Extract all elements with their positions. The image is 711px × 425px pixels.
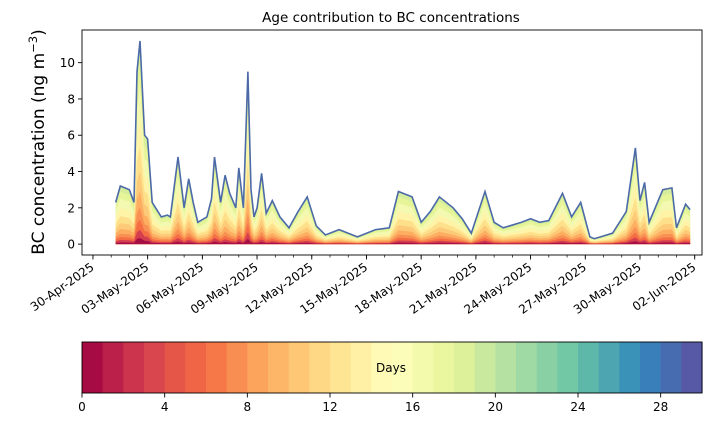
colorbar-cell xyxy=(144,342,166,393)
age-layer-6 xyxy=(115,146,691,245)
colorbar-cell xyxy=(412,342,434,393)
colorbar-cell xyxy=(164,342,186,393)
colorbar-cell xyxy=(330,342,352,393)
colorbar-cell xyxy=(495,342,517,393)
colorbar-label: Days xyxy=(376,361,406,375)
colorbar-cell xyxy=(123,342,145,393)
total-series-line xyxy=(114,40,691,240)
age-layer-7 xyxy=(115,118,691,245)
plot-area xyxy=(81,29,703,256)
y-axis-label-close: ) xyxy=(29,29,49,36)
colorbar-cell xyxy=(660,342,682,393)
colorbar-cell xyxy=(82,342,104,393)
colorbar-cell xyxy=(536,342,558,393)
colorbar-cell xyxy=(185,342,207,393)
colorbar-cell xyxy=(350,342,372,393)
y-axis: 0 2 4 6 8 10 xyxy=(60,56,82,252)
colorbar-cell xyxy=(371,342,393,393)
age-layer-1 xyxy=(115,229,691,245)
colorbar-tick-label: 12 xyxy=(322,400,337,414)
colorbar-cell xyxy=(102,342,124,393)
colorbar-cell xyxy=(516,342,538,393)
colorbar: Days 0 4 8 12 16 20 24 28 xyxy=(78,341,703,414)
colorbar-frame xyxy=(81,341,703,394)
colorbar-cell xyxy=(392,342,414,393)
y-axis-label: BC concentration (ng m−3) xyxy=(26,29,49,255)
colorbar-cell xyxy=(288,342,310,393)
colorbar-cell xyxy=(268,342,290,393)
y-tick-label: 0 xyxy=(67,238,75,252)
colorbar-cell xyxy=(557,342,579,393)
colorbar-cell xyxy=(640,342,662,393)
colorbar-cell xyxy=(598,342,620,393)
y-axis-label-main: BC concentration (ng m xyxy=(29,53,49,255)
age-layer-9 xyxy=(115,61,691,245)
colorbar-cell xyxy=(226,342,248,393)
x-axis: 30-Apr-202503-May-202506-May-202509-May-… xyxy=(28,255,698,317)
age-layer-0 xyxy=(115,238,691,245)
colorbar-tick-label: 16 xyxy=(405,400,420,414)
y-tick-label: 10 xyxy=(60,56,75,70)
colorbar-cell xyxy=(578,342,600,393)
age-layer-4 xyxy=(115,191,691,245)
age-stacked-areas xyxy=(115,40,691,245)
age-layer-8 xyxy=(115,85,691,245)
colorbar-cell xyxy=(206,342,228,393)
colorbar-cells xyxy=(82,342,703,393)
age-layer-3 xyxy=(115,207,691,245)
plot-frame xyxy=(81,29,703,256)
colorbar-cell xyxy=(619,342,641,393)
colorbar-tick-label: 0 xyxy=(78,400,86,414)
colorbar-cell xyxy=(681,342,703,393)
y-tick-label: 8 xyxy=(67,92,75,106)
colorbar-tick-label: 8 xyxy=(244,400,252,414)
colorbar-tick-label: 28 xyxy=(653,400,668,414)
y-tick-label: 2 xyxy=(67,201,75,215)
y-tick-label: 4 xyxy=(67,165,75,179)
colorbar-tick-label: 20 xyxy=(488,400,503,414)
colorbar-cell xyxy=(309,342,331,393)
y-tick-label: 6 xyxy=(67,129,75,143)
colorbar-tick-label: 24 xyxy=(570,400,585,414)
colorbar-cell xyxy=(247,342,269,393)
y-axis-label-superscript: −3 xyxy=(26,36,40,53)
age-layer-5 xyxy=(115,171,691,245)
chart-title: Age contribution to BC concentrations xyxy=(262,10,520,26)
colorbar-ticks: 0 4 8 12 16 20 24 28 xyxy=(78,393,668,414)
colorbar-cell xyxy=(474,342,496,393)
colorbar-tick-label: 4 xyxy=(161,400,169,414)
colorbar-cell xyxy=(454,342,476,393)
age-layer-2 xyxy=(115,219,691,245)
colorbar-cell xyxy=(433,342,455,393)
